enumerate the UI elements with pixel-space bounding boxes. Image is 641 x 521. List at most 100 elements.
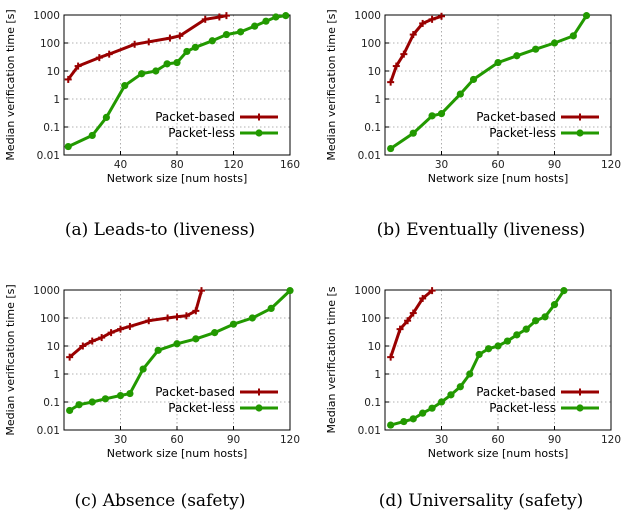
- series-line: [389, 14, 442, 83]
- data-point: [139, 365, 147, 373]
- data-point: [469, 75, 478, 84]
- y-tick-label: 1000: [354, 10, 381, 22]
- data-point: [387, 144, 395, 153]
- chart-panel-c: 30 60 90 120 0.01 0.1 1 10 100 1000 Network size […: [0, 275, 320, 475]
- caption-d: (d) Universality (safety): [378, 491, 584, 511]
- data-point: [387, 421, 395, 429]
- data-point: [197, 287, 205, 295]
- legend-label: Packet-less: [489, 401, 556, 415]
- data-point: [88, 398, 96, 406]
- data-point: [419, 19, 427, 27]
- x-axis-label: Network size [num hosts]: [107, 172, 247, 185]
- data-point: [117, 325, 124, 333]
- data-point: [494, 342, 502, 350]
- x-tick-label: 60: [170, 434, 183, 446]
- series-line: [68, 290, 203, 359]
- legend-label: Packet-based: [476, 385, 556, 399]
- data-point: [272, 13, 280, 21]
- data-point: [484, 345, 493, 353]
- x-axis-label: Network size [num hosts]: [428, 447, 568, 460]
- y-axis-label: Median verification time [s]: [4, 9, 17, 160]
- data-point: [102, 113, 110, 122]
- data-point: [396, 325, 404, 333]
- caption-b: (b) Eventually (liveness): [376, 220, 586, 240]
- chart-panel-d: 30 60 90 120 0.01 0.1 1 10 100 1000 Network size […: [321, 275, 641, 475]
- y-tick-label: 10: [47, 66, 60, 78]
- data-point: [173, 313, 181, 321]
- data-point: [428, 15, 436, 23]
- y-tick-label: 10: [368, 341, 381, 353]
- legend-label: Packet-based: [155, 385, 235, 399]
- legend-label: Packet-based: [155, 110, 235, 124]
- data-point: [74, 62, 82, 70]
- series-line: [389, 289, 434, 358]
- data-point: [66, 406, 74, 415]
- y-tick-label: 0.01: [37, 150, 60, 162]
- data-point: [176, 32, 184, 40]
- data-point: [447, 391, 455, 399]
- data-point: [152, 67, 160, 75]
- x-tick-label: 120: [601, 159, 621, 171]
- data-point: [282, 12, 290, 20]
- data-point: [126, 389, 134, 398]
- chart-a: 40 80 120 160 0.01 0.1 1 10 100 1000 Network size …: [4, 9, 300, 185]
- data-point: [138, 70, 146, 78]
- data-point: [409, 415, 417, 423]
- data-point: [582, 12, 591, 20]
- x-tick-label: 60: [491, 434, 504, 446]
- legend-marker: [255, 129, 263, 137]
- y-tick-label: 0.01: [358, 150, 381, 162]
- y-tick-label: 1000: [354, 285, 381, 297]
- y-tick-label: 100: [40, 38, 60, 50]
- data-point: [75, 401, 83, 409]
- x-tick-label: 120: [280, 434, 300, 446]
- data-point: [101, 395, 110, 403]
- data-point: [236, 28, 245, 36]
- data-point: [437, 398, 446, 406]
- data-point: [145, 317, 153, 325]
- y-tick-label: 1: [53, 94, 60, 106]
- legend: Packet-based Packet-less: [476, 110, 599, 140]
- y-tick-label: 10: [47, 341, 60, 353]
- data-point: [173, 58, 181, 67]
- y-tick-label: 1: [53, 369, 60, 381]
- chart-b: 30 60 90 120 0.01 0.1 1 10 100 1000 Network size […: [325, 9, 621, 185]
- data-point: [419, 294, 427, 302]
- series-packet-less: [387, 287, 568, 429]
- y-tick-label: 0.1: [43, 397, 60, 409]
- x-tick-label: 30: [435, 434, 448, 446]
- x-tick-label: 30: [114, 434, 127, 446]
- legend: Packet-based Packet-less: [155, 110, 278, 140]
- legend: Packet-based Packet-less: [155, 385, 278, 415]
- legend-label: Packet-based: [476, 110, 556, 124]
- caption-c: (c) Absence (safety): [74, 491, 246, 511]
- data-point: [182, 312, 190, 320]
- data-point: [404, 317, 412, 325]
- data-point: [400, 50, 408, 58]
- grid: [385, 15, 611, 155]
- data-point: [166, 34, 174, 42]
- y-axis-label: Median verification time [s]: [4, 284, 17, 435]
- data-point: [400, 417, 408, 426]
- series-packet-based: [387, 12, 445, 86]
- data-point: [154, 346, 162, 354]
- data-point: [215, 13, 223, 21]
- y-tick-label: 0.1: [43, 122, 60, 134]
- data-point: [173, 340, 181, 348]
- data-point: [409, 309, 417, 317]
- y-tick-label: 100: [361, 38, 381, 50]
- x-axis-label: Network size [num hosts]: [107, 447, 247, 460]
- data-point: [409, 129, 417, 137]
- x-tick-label: 120: [223, 159, 243, 171]
- legend-marker: [576, 129, 584, 137]
- data-point: [513, 331, 521, 339]
- x-tick-label: 90: [227, 434, 240, 446]
- data-point: [121, 82, 129, 90]
- data-point: [522, 325, 530, 333]
- data-point: [229, 320, 238, 328]
- x-tick-label: 90: [548, 159, 561, 171]
- data-point: [145, 38, 153, 46]
- data-point: [409, 31, 417, 39]
- data-point: [191, 43, 199, 51]
- data-point: [66, 353, 74, 361]
